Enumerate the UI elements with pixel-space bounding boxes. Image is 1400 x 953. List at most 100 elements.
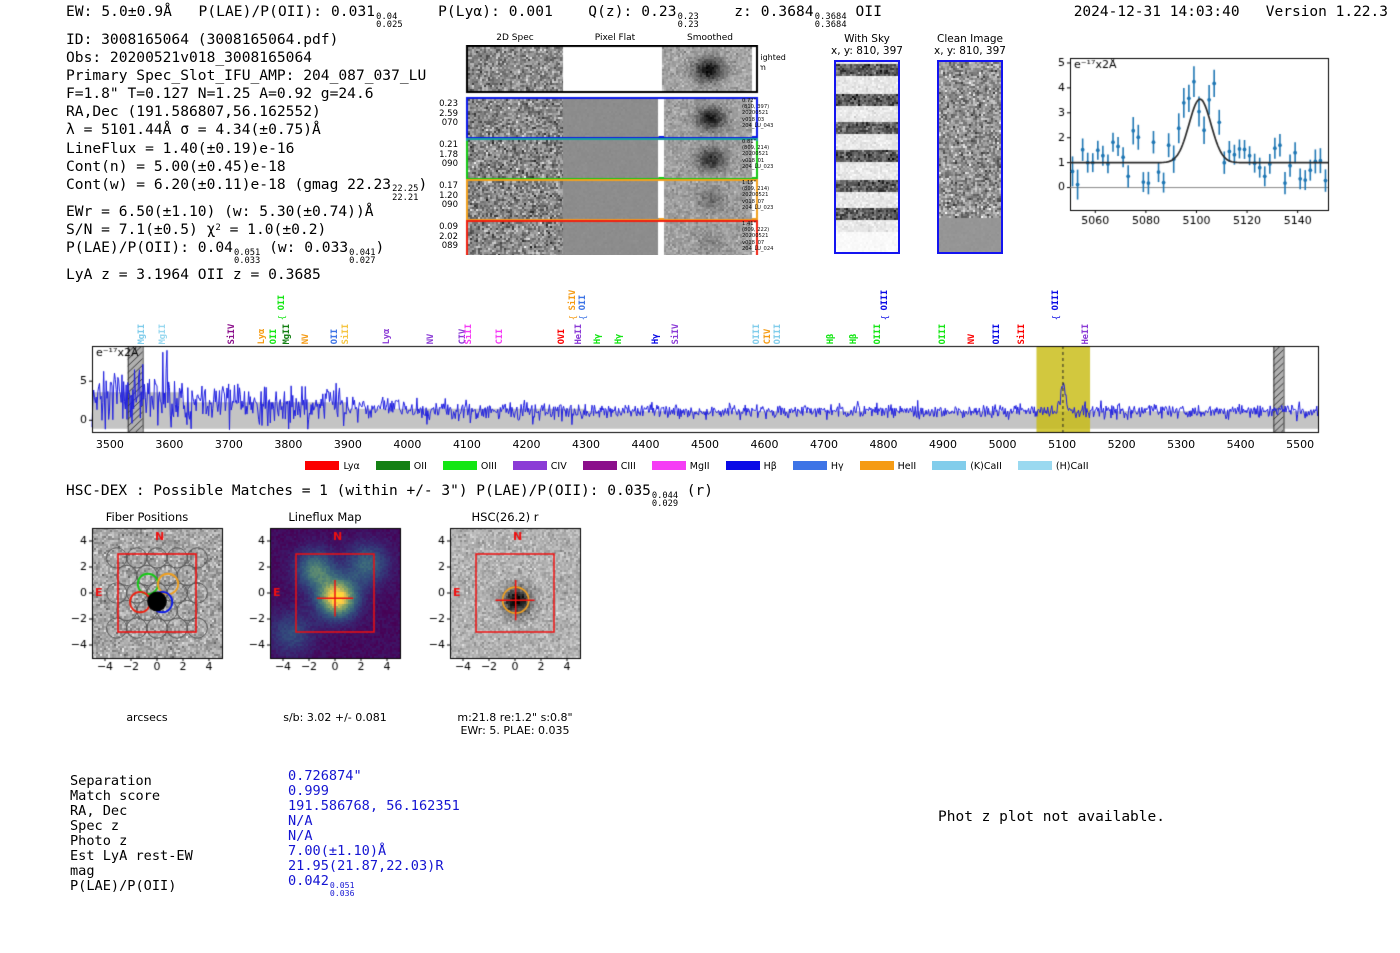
plae-lo: 0.025	[376, 20, 403, 31]
match-table-value: 0.726874"	[288, 768, 362, 784]
legend-label: CIV	[550, 461, 567, 472]
match-table-value: 0.042 0.051 0.036	[288, 873, 355, 898]
info-ewr: EWr = 6.50(±1.10) (w: 5.30(±0.74))Å	[66, 202, 374, 220]
emission-line-label: Hγ	[613, 333, 624, 344]
hsc-r-title: HSC(26.2) r	[471, 510, 539, 524]
emission-line-label: OIII	[872, 323, 883, 344]
emission-line-label: CII	[494, 328, 505, 344]
info-seeing: F=1.8" T=0.127 N=1.25 A=0.92 g=24.6	[66, 85, 374, 103]
fiber-meta-line: (809, 214)	[742, 186, 770, 193]
emission-line-label: Hγ	[651, 333, 662, 344]
fiber-stat-value: 089	[441, 241, 458, 252]
photz-note: Phot z plot not available.	[938, 809, 1165, 825]
spectrum-x-tick: 4200	[512, 438, 541, 451]
legend-label: (H)CaII	[1055, 461, 1089, 472]
spectrum-x-tick: 5400	[1226, 438, 1255, 451]
spec2d-panel: 2D Spec Pixel Flat Smoothed Weighted Sum…	[439, 33, 786, 255]
emission-line-label: Lyα	[381, 328, 392, 344]
col-header-smoothed: Smoothed	[687, 33, 733, 43]
info-lineflux: LineFlux = 1.40(±0.19)e-16	[66, 139, 295, 157]
fiber-stat-value: 0.17	[439, 181, 458, 191]
emission-line-label: OIII	[991, 323, 1002, 344]
fiber-meta-line: (810, 397)	[742, 104, 770, 111]
source-info-block: ID: 3008165064 (3008165064.pdf) Obs: 202…	[66, 31, 427, 284]
spectrum-x-tick: 3800	[274, 438, 303, 451]
legend-swatch	[651, 461, 686, 470]
fiber-meta-line: 20200521	[742, 151, 769, 158]
emission-line-brace: {	[1052, 314, 1063, 320]
hsc-panel-lineflux-map: Lineflux Map s/b: 3.02 +/- 0.081	[240, 510, 430, 724]
plae-label: P(LAE)/P(OII):	[198, 4, 323, 20]
emission-line-label: HeII	[1080, 323, 1091, 344]
fiber-meta-line: 204_LU_024	[742, 245, 774, 252]
hsc-panel-fiber-positions: Fiber Positions arcsecs	[62, 510, 232, 724]
legend-swatch	[792, 461, 827, 470]
emission-line-label: OIII	[752, 323, 763, 344]
z-hi: 0.3684	[814, 11, 847, 22]
match-table-labels: Separation Match score RA, Dec Spec z Photo …	[70, 773, 193, 894]
col-header-pixelflat: Pixel Flat	[594, 33, 636, 43]
fiber-meta: 1.41" (809, 222) 20200521 v018_07 204_LU_024	[742, 221, 798, 252]
emission-line-label: SiII	[341, 323, 352, 344]
cutout-with-sky: With Sky x, y: 810, 397	[822, 33, 912, 254]
hsc-r-canvas	[420, 524, 590, 699]
z-line: OII	[855, 4, 883, 20]
emission-line-label: MgII	[136, 323, 147, 344]
plya-value: 0.001	[508, 4, 553, 20]
z-lo: 0.3684	[814, 20, 847, 31]
match-table-value: N/A	[288, 828, 313, 845]
match-table-value: 21.95(21.87,22.03)R	[288, 858, 444, 875]
info-cont-n: Cont(n) = 5.00(±0.45)e-18	[66, 157, 286, 175]
legend-label: (K)CaII	[970, 461, 1002, 472]
spectrum-x-tick: 4800	[869, 438, 898, 451]
match-table-value: 0.999	[288, 783, 329, 800]
emission-line-label: OII	[277, 294, 288, 310]
emission-line-plot	[1036, 50, 1336, 259]
emission-line-brace: {	[568, 314, 579, 320]
with-sky-title: With Sky	[844, 33, 890, 45]
fiber-meta-line: (809, 214)	[742, 145, 770, 152]
with-sky-coords: x, y: 810, 397	[831, 45, 903, 57]
fiber-stat-value: 1.20	[439, 190, 458, 201]
fiber-meta: 0.72" (810, 397) 20200521 v018_03 204_LU_043	[742, 98, 798, 129]
full-spectrum-canvas	[60, 344, 1350, 439]
spectrum-x-tick: 4900	[929, 438, 958, 451]
hsc-plae-value: 0.035	[607, 483, 651, 499]
info-plae: P(LAE)/P(OII): 0.04 0.051 0.033 (w: 0.033 0…	[66, 239, 385, 267]
emission-line-brace: {	[881, 314, 892, 320]
clean-image-canvas	[937, 60, 1003, 254]
emission-line-label: MgII	[282, 323, 293, 344]
legend-swatch	[512, 461, 547, 470]
info-cont-w: Cont(w) = 6.20(±0.11)e-18 (gmag 22.23 22.…	[66, 175, 428, 204]
match-table-label: Separation	[70, 773, 152, 789]
fiber-stats: 0.17 1.20 090	[424, 181, 458, 211]
legend-swatch	[442, 461, 477, 470]
legend-swatch	[375, 461, 410, 470]
lineflux-map-title: Lineflux Map	[288, 510, 362, 524]
match-table-label: Est LyA rest-EW	[70, 848, 193, 865]
fiber-stat-value: 1.78	[439, 149, 458, 160]
match-table-label: RA, Dec	[70, 803, 128, 820]
legend-swatch	[305, 461, 340, 470]
spectrum-x-tick: 5300	[1167, 438, 1196, 451]
fiber-meta-line: 1.15"	[742, 180, 756, 186]
fiber-stat-value: 090	[441, 159, 458, 170]
fiber-stats: 0.09 2.02 089	[424, 222, 458, 252]
spectrum-legend: Lyα OII OIII CIV CIII MgII Hβ Hγ HeII (K)CaII (H)C…	[60, 454, 1350, 473]
clean-image-title: Clean Image	[936, 33, 1004, 45]
header-timestamp-version: 2024-12-31 14:03:40 Version 1.22.3	[1074, 4, 1388, 20]
info-radec: RA,Dec (191.586807,56.162552)	[66, 103, 321, 121]
fiber-stats: 0.21 1.78 090	[424, 140, 458, 170]
emission-line-label: SiIV	[567, 289, 578, 310]
fiber-meta-line: v018_01	[742, 157, 765, 164]
spectrum-x-tick: 4300	[571, 438, 600, 451]
legend-swatch	[1017, 461, 1052, 470]
spectrum-x-tick: 3500	[95, 438, 124, 451]
spectrum-x-tick: 5200	[1107, 438, 1136, 451]
legend-swatch	[582, 461, 617, 470]
emission-line-label: OIII	[1051, 289, 1062, 310]
spectrum-x-tick: 3700	[214, 438, 243, 451]
legend-label: OIII	[480, 461, 497, 472]
fiber-positions-xlabel: arcsecs	[126, 711, 168, 724]
spectrum-x-tick: 4500	[691, 438, 719, 451]
